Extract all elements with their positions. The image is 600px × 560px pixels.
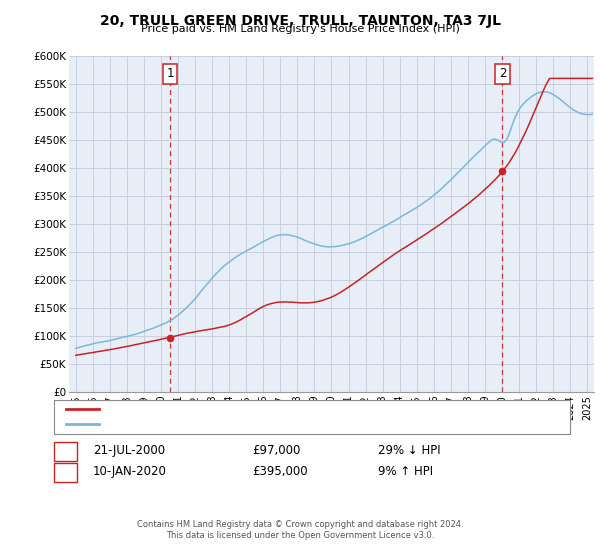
Text: 1: 1 (166, 67, 174, 81)
Text: 20, TRULL GREEN DRIVE, TRULL, TAUNTON, TA3 7JL: 20, TRULL GREEN DRIVE, TRULL, TAUNTON, T… (100, 14, 500, 28)
Text: This data is licensed under the Open Government Licence v3.0.: This data is licensed under the Open Gov… (166, 531, 434, 540)
Text: 2: 2 (62, 465, 69, 478)
Text: Contains HM Land Registry data © Crown copyright and database right 2024.: Contains HM Land Registry data © Crown c… (137, 520, 463, 529)
Text: 10-JAN-2020: 10-JAN-2020 (93, 465, 167, 478)
Text: HPI: Average price, detached house, Somerset: HPI: Average price, detached house, Some… (102, 419, 345, 430)
Text: 2: 2 (499, 67, 506, 81)
Text: £395,000: £395,000 (252, 465, 308, 478)
Text: 20, TRULL GREEN DRIVE, TRULL, TAUNTON, TA3 7JL (detached house): 20, TRULL GREEN DRIVE, TRULL, TAUNTON, T… (102, 404, 464, 414)
Text: 21-JUL-2000: 21-JUL-2000 (93, 444, 165, 458)
Text: Price paid vs. HM Land Registry's House Price Index (HPI): Price paid vs. HM Land Registry's House … (140, 24, 460, 34)
Text: 29% ↓ HPI: 29% ↓ HPI (378, 444, 440, 458)
Text: £97,000: £97,000 (252, 444, 301, 458)
Text: 1: 1 (62, 444, 69, 458)
Text: 9% ↑ HPI: 9% ↑ HPI (378, 465, 433, 478)
